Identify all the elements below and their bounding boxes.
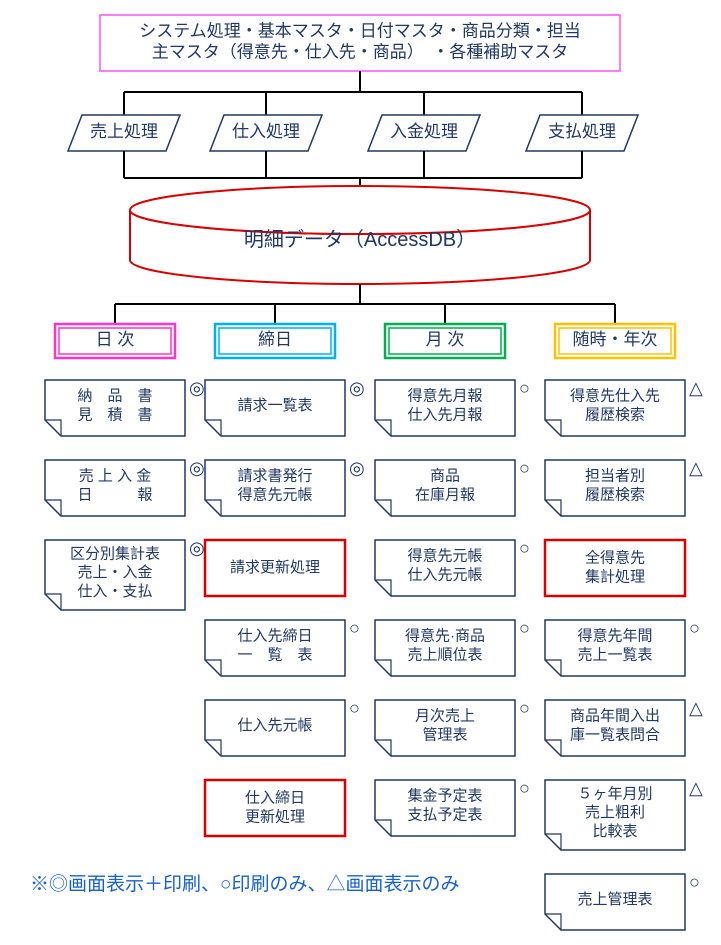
doc-text-6: 仕入先締日一 覧 表 <box>237 628 312 664</box>
cat-label-0: 日 次 <box>96 330 135 349</box>
process-label-0: 売上処理 <box>90 122 158 141</box>
doc-text-1: 売 上 入 金日 報 <box>77 468 152 504</box>
cat-label-2: 月 次 <box>426 330 465 349</box>
doc-mark-15: △ <box>689 378 703 398</box>
doc-text-14: 集金予定表支払予定表 <box>407 788 482 824</box>
process-label-3: 支払処理 <box>548 122 616 141</box>
doc-mark-21: ○ <box>689 872 700 892</box>
doc-mark-19: △ <box>689 698 703 718</box>
doc-mark-6: ○ <box>349 618 360 638</box>
doc-mark-18: ○ <box>689 618 700 638</box>
doc-text-13: 月次売上管理表 <box>415 708 475 744</box>
doc-mark-14: ○ <box>519 778 530 798</box>
doc-mark-12: ○ <box>519 618 530 638</box>
doc-text-7: 仕入先元帳 <box>237 717 312 734</box>
doc-text-2: 区分別集計表売上・入金仕入・支払 <box>70 545 160 600</box>
doc-mark-16: △ <box>689 458 703 478</box>
db-label: 明細データ（AccessDB） <box>244 228 476 251</box>
doc-mark-1: ◎ <box>189 458 205 478</box>
doc-mark-2: ◎ <box>189 538 205 558</box>
doc-mark-13: ○ <box>519 698 530 718</box>
doc-mark-20: △ <box>689 778 703 798</box>
doc-text-8: 仕入締日更新処理 <box>245 790 305 826</box>
doc-mark-4: ◎ <box>349 458 365 478</box>
process-label-2: 入金処理 <box>390 122 458 141</box>
doc-mark-11: ○ <box>519 538 530 558</box>
db-top <box>130 186 590 234</box>
doc-text-4: 請求書発行得意先元帳 <box>237 468 312 504</box>
cat-label-3: 随時・年次 <box>573 330 658 349</box>
doc-text-19: 商品年間入出庫一覧表問合 <box>570 708 660 744</box>
doc-mark-3: ◎ <box>349 378 365 398</box>
doc-mark-7: ○ <box>349 698 360 718</box>
cat-label-1: 締日 <box>258 330 292 349</box>
doc-text-21: 売上管理表 <box>577 891 652 908</box>
doc-text-5: 請求更新処理 <box>230 559 320 576</box>
doc-mark-9: ○ <box>519 378 530 398</box>
doc-text-16: 担当者別履歴検索 <box>585 468 645 504</box>
process-label-1: 仕入処理 <box>232 122 300 141</box>
doc-mark-10: ○ <box>519 458 530 478</box>
doc-text-0: 納 品 書見 積 書 <box>77 388 152 424</box>
doc-text-3: 請求一覧表 <box>237 397 312 414</box>
doc-mark-0: ◎ <box>189 378 205 398</box>
legend-text: ※◎画面表示＋印刷、○印刷のみ、△画面表示のみ <box>30 873 459 895</box>
